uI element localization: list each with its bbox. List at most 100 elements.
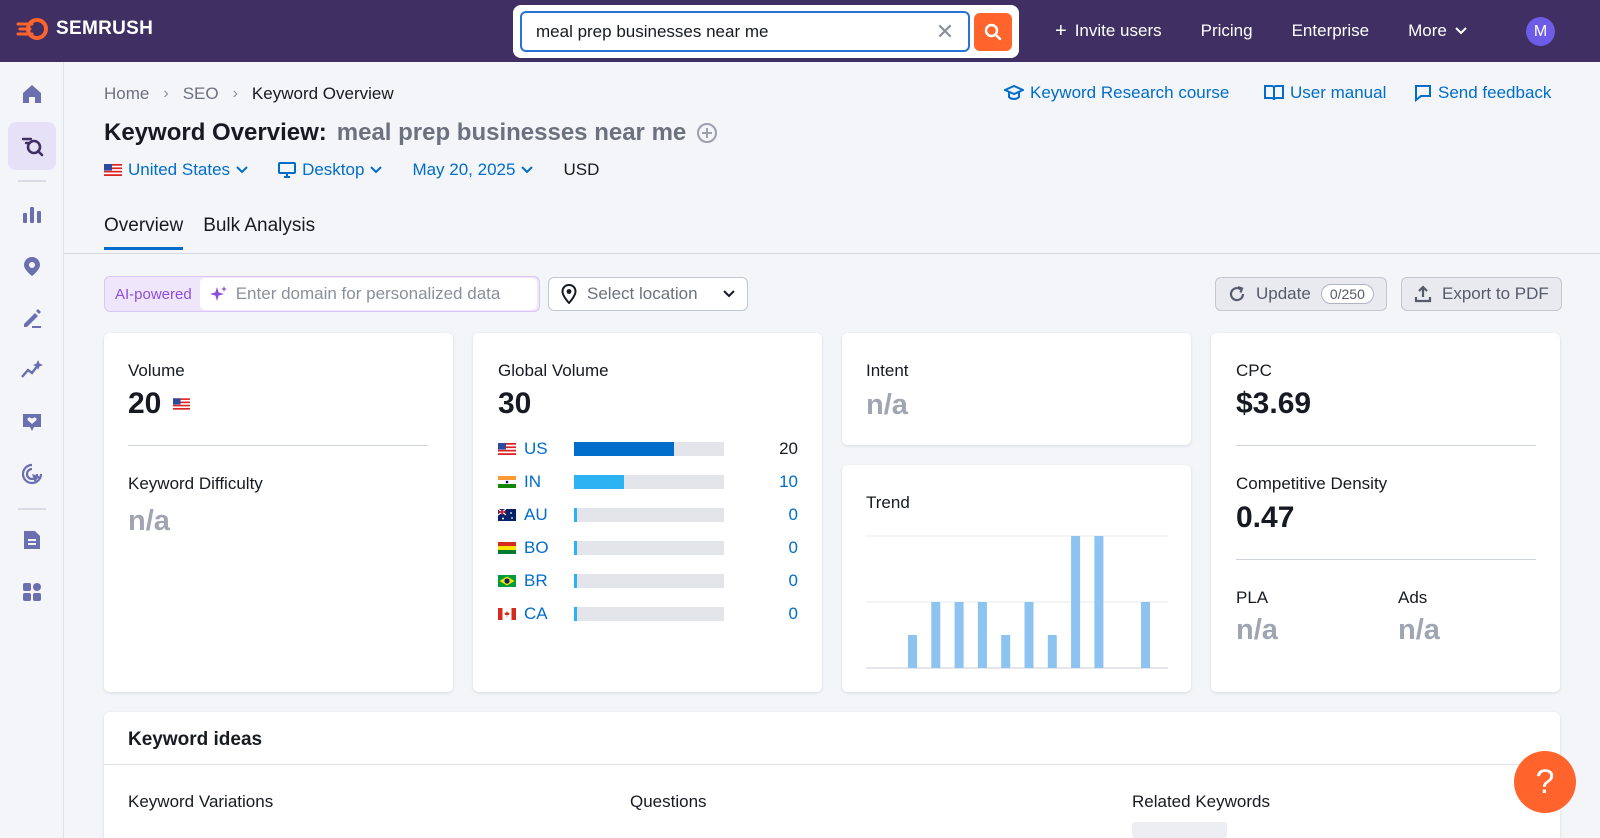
ads-label: Ads	[1398, 588, 1428, 607]
trend-bar[interactable]	[1094, 536, 1104, 668]
trend-bar[interactable]	[1024, 602, 1034, 668]
us-flag-icon	[104, 164, 122, 176]
trend-bar[interactable]	[954, 602, 964, 668]
trend-bar[interactable]	[908, 635, 917, 668]
page-title-label: Keyword Overview:	[104, 119, 327, 146]
home-icon[interactable]	[8, 70, 56, 118]
filter-bar: United States Desktop May 20, 2025 USD	[104, 160, 629, 180]
export-pdf-label: Export to PDF	[1442, 284, 1549, 303]
left-sidebar	[0, 62, 64, 838]
domain-input[interactable]: Enter domain for personalized data	[199, 278, 537, 310]
update-label: Update	[1256, 284, 1311, 303]
country-volume-value[interactable]: 0	[788, 604, 798, 623]
tab-bar: Overview Bulk Analysis	[104, 215, 315, 250]
loading-placeholder	[1132, 822, 1227, 838]
target-cursor-icon[interactable]	[8, 450, 56, 498]
country-code[interactable]: BO	[524, 538, 549, 557]
keyword-difficulty-value: n/a	[128, 505, 170, 537]
trend-bar[interactable]	[931, 602, 941, 668]
chevron-right-icon: ›	[232, 85, 238, 102]
pricing-link[interactable]: Pricing	[1201, 21, 1253, 41]
intent-card	[842, 333, 1191, 445]
country-volume-bar	[574, 508, 724, 522]
country-volume-bar	[574, 442, 724, 456]
more-menu[interactable]: More	[1408, 21, 1467, 41]
apps-grid-icon[interactable]	[8, 568, 56, 616]
tab-overview[interactable]: Overview	[104, 215, 184, 250]
related-keywords-label[interactable]: Related Keywords	[1132, 792, 1270, 811]
volume-card	[104, 333, 453, 692]
invite-users-label: Invite users	[1074, 21, 1162, 40]
country-volume-bar-fill	[574, 607, 577, 621]
country-volume-bar-fill	[574, 475, 624, 489]
breadcrumb-seo[interactable]: SEO	[182, 84, 219, 103]
brand-name: SEMRUSH	[56, 18, 154, 39]
help-button[interactable]: ?	[1514, 751, 1576, 813]
location-select[interactable]: Select location	[548, 277, 748, 311]
country-volume-bar	[574, 607, 724, 621]
cpc-label: CPC	[1236, 361, 1272, 380]
keyword-variations-label[interactable]: Keyword Variations	[128, 792, 274, 811]
country-volume-value[interactable]: 0	[788, 571, 798, 590]
country-code[interactable]: AU	[524, 505, 548, 524]
add-circle-icon[interactable]	[696, 122, 718, 144]
country-volume-value[interactable]: 0	[788, 538, 798, 557]
trend-bar[interactable]	[1141, 602, 1150, 668]
country-volume-value[interactable]: 0	[788, 505, 798, 524]
breadcrumb-home[interactable]: Home	[104, 84, 150, 103]
country-code[interactable]: BR	[524, 571, 548, 590]
user-manual-link[interactable]: User manual	[1264, 83, 1386, 103]
top-nav-links: + Invite users Pricing Enterprise More	[1055, 0, 1506, 62]
search-button[interactable]	[974, 12, 1012, 51]
cpc-value: $3.69	[1236, 387, 1312, 420]
trend-bar[interactable]	[1071, 536, 1081, 668]
country-volume-value[interactable]: 10	[779, 472, 798, 491]
search-input[interactable]: meal prep businesses near me ✕	[520, 11, 971, 52]
enterprise-link[interactable]: Enterprise	[1292, 21, 1369, 41]
chevron-down-icon	[521, 166, 534, 174]
heart-message-icon[interactable]	[8, 398, 56, 446]
trend-bar[interactable]	[1047, 635, 1057, 668]
tab-bulk-analysis[interactable]: Bulk Analysis	[203, 215, 316, 236]
send-feedback-link[interactable]: Send feedback	[1414, 83, 1551, 103]
trend-bar[interactable]	[977, 602, 987, 668]
breadcrumb-current: Keyword Overview	[251, 84, 394, 103]
card-divider	[1236, 559, 1536, 560]
breadcrumb: Home › SEO › Keyword Overview	[104, 84, 394, 104]
keyword-research-course-link[interactable]: Keyword Research course	[1004, 83, 1229, 103]
seo-icon[interactable]	[8, 122, 56, 170]
update-button[interactable]: Update 0/250	[1215, 277, 1387, 311]
device-selector[interactable]: Desktop	[278, 160, 383, 180]
clear-search-icon[interactable]: ✕	[935, 18, 955, 44]
country-code[interactable]: US	[524, 439, 548, 458]
card-divider	[1236, 445, 1536, 446]
keyword-difficulty-label: Keyword Difficulty	[128, 474, 263, 493]
page-title-keyword: meal prep businesses near me	[336, 119, 687, 146]
country-selector[interactable]: United States	[104, 160, 248, 180]
location-pin-icon[interactable]	[8, 242, 56, 290]
volume-label: Volume	[128, 361, 185, 380]
ai-sparkle-icon[interactable]	[8, 346, 56, 394]
graduation-cap-icon	[1004, 84, 1024, 101]
avatar[interactable]: M	[1526, 17, 1555, 46]
questions-label[interactable]: Questions	[630, 792, 707, 811]
plus-icon: +	[1055, 19, 1067, 42]
chevron-down-icon	[723, 290, 735, 298]
search-input-value[interactable]: meal prep businesses near me	[536, 21, 769, 41]
us-flag-icon	[173, 398, 190, 410]
top-navigation-bar: SEMRUSH meal prep businesses near me ✕ +…	[0, 0, 1600, 62]
trend-bar[interactable]	[1001, 635, 1011, 668]
country-volume-bar-fill	[574, 541, 577, 555]
semrush-logo[interactable]: SEMRUSH	[16, 18, 153, 40]
date-selector[interactable]: May 20, 2025	[412, 160, 534, 180]
device-label: Desktop	[302, 160, 365, 179]
export-pdf-button[interactable]: Export to PDF	[1401, 277, 1562, 311]
document-icon[interactable]	[8, 516, 56, 564]
country-code[interactable]: IN	[524, 472, 541, 491]
invite-users-link[interactable]: + Invite users	[1055, 20, 1162, 43]
date-label: May 20, 2025	[412, 160, 516, 179]
bar-chart-icon[interactable]	[8, 190, 56, 238]
pencil-icon[interactable]	[8, 294, 56, 342]
country-code[interactable]: CA	[524, 604, 548, 623]
us-flag-icon	[498, 443, 516, 455]
